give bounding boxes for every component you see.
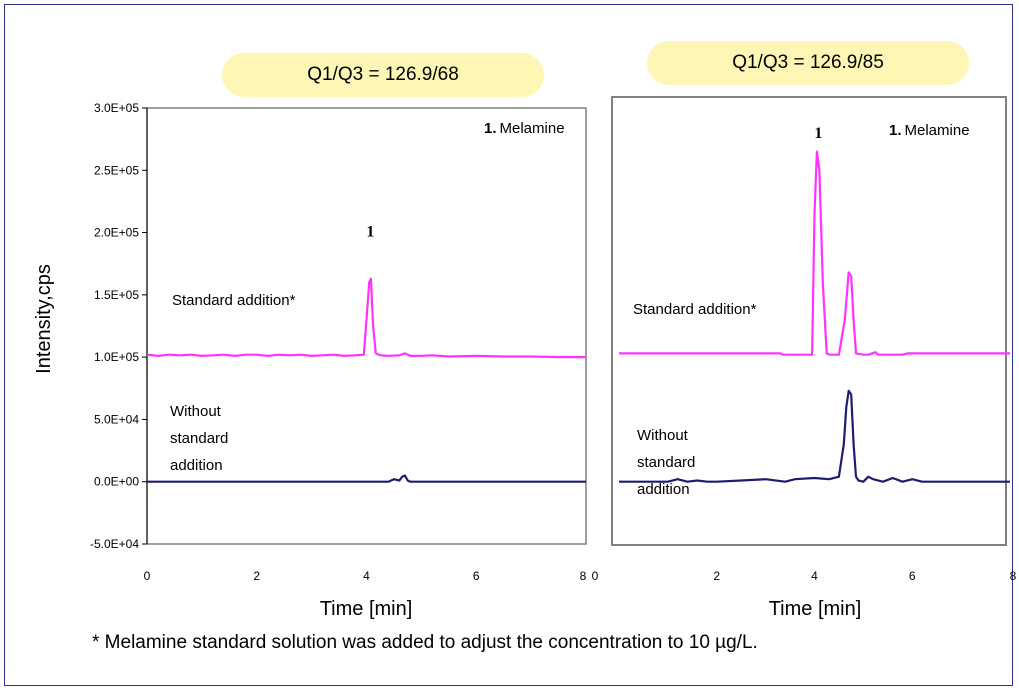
chart-1-legend-number: 1.	[484, 120, 497, 137]
chart-1-legend-text: Melamine	[500, 120, 565, 137]
chart-1-y-tick-label: 1.0E+05	[94, 350, 139, 364]
chart-1-y-tick-label: 1.5E+05	[94, 288, 139, 302]
chart-2-legend-label: 1. Melamine	[889, 122, 970, 139]
chart-1-legend-label: 1. Melamine	[484, 120, 565, 137]
chart-1-series-without-standard-addition-line	[147, 474, 586, 483]
chart-1-y-tick-label: 5.0E+04	[94, 412, 139, 426]
chart-2-x-tick-label: 2	[713, 569, 720, 583]
chart-1-x-tick-label: 6	[473, 569, 480, 583]
chart-1-x-tick-label: 8	[580, 569, 587, 583]
chart-1-peak-label: 1	[366, 223, 374, 240]
chart-1-series-label: standard	[170, 430, 228, 447]
chart-1-y-tick-label: 2.0E+05	[94, 226, 139, 240]
chart-2-plot-frame	[611, 96, 1007, 546]
chart-2-x-tick-label: 0	[592, 569, 599, 583]
chart-1-x-tick-label: 4	[363, 569, 370, 583]
chart-2-series-label: Without	[637, 427, 689, 444]
chart-2-series-without-standard-addition-line	[619, 389, 1010, 483]
chart-2-title-pill: Q1/Q3 = 126.9/85	[647, 41, 969, 85]
chart-1-y-tick-label: 3.0E+05	[94, 101, 139, 115]
chart-1-title-pill: Q1/Q3 = 126.9/68	[222, 53, 544, 97]
chart-1-series-label: Standard addition*	[172, 292, 296, 309]
chart-2-legend-number: 1.	[889, 122, 902, 139]
chart-1-series-label: Without	[170, 403, 222, 420]
chart-1-y-tick-label: 0.0E+00	[94, 475, 139, 489]
chart-2-x-tick-label: 4	[811, 569, 818, 583]
chart-1-series-standard-addition-line	[146, 277, 586, 359]
chart-2-series-label: standard	[637, 454, 695, 471]
chart-1-y-tick-label: 2.5E+05	[94, 163, 139, 177]
footnote: * Melamine standard solution was added t…	[92, 632, 758, 653]
chart-1-series-label: addition	[170, 457, 223, 474]
chart-2-title: Q1/Q3 = 126.9/85	[732, 52, 884, 73]
chart-2-series-label: addition	[637, 481, 690, 498]
chart-2-peak-label: 1	[814, 125, 822, 142]
chart-2-x-tick-label: 8	[1010, 569, 1017, 583]
chart-2-series-label: Standard addition*	[633, 301, 757, 318]
chart-2-legend-text: Melamine	[905, 122, 970, 139]
chart-1-x-tick-label: 2	[253, 569, 260, 583]
figure-frame	[4, 4, 1013, 686]
chart-2-x-axis-title: Time [min]	[769, 598, 862, 620]
chart-1-y-axis-title: Intensity,cps	[33, 264, 55, 374]
chart-1-x-tick-label: 0	[144, 569, 151, 583]
chart-2-x-tick-label: 6	[909, 569, 916, 583]
chart-1-x-axis-title: Time [min]	[320, 598, 413, 620]
chart-2-series-standard-addition-line	[619, 150, 1010, 356]
chart-1-title: Q1/Q3 = 126.9/68	[307, 64, 459, 85]
chart-1-y-tick-label: -5.0E+04	[90, 537, 139, 551]
